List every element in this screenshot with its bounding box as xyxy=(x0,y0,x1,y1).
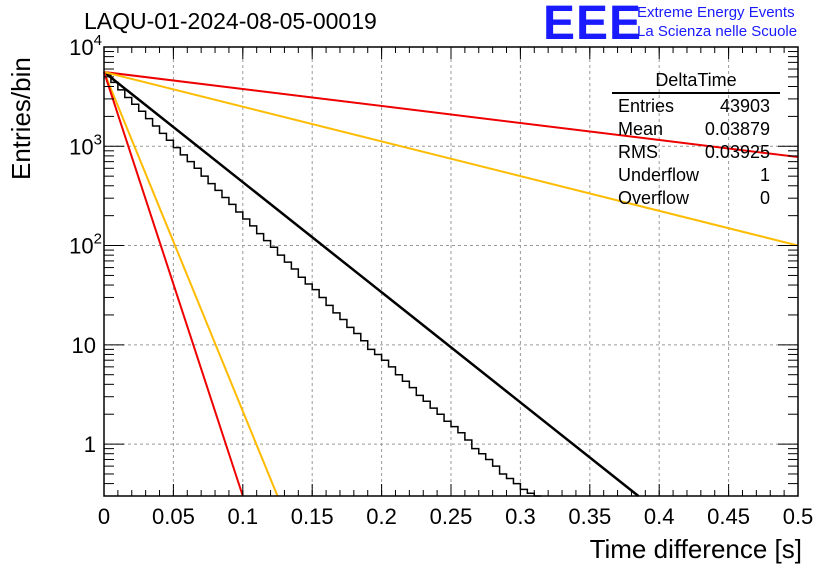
x-axis-label: Time difference [s] xyxy=(589,534,802,564)
fit-curve-1 xyxy=(103,71,799,158)
grid-lines xyxy=(104,47,798,496)
stats-row-overflow: Overflow 0 xyxy=(612,187,780,210)
stats-label: Overflow xyxy=(618,188,690,208)
y-tick-label: 102 xyxy=(69,231,102,259)
eee-logo-text: Extreme Energy Events La Scienza nelle S… xyxy=(637,3,797,41)
y-tick-label: 1 xyxy=(84,432,96,457)
x-tick-label: 0 xyxy=(98,504,110,529)
stats-row-entries: Entries 43903 xyxy=(612,95,780,118)
stats-label: Entries xyxy=(618,96,675,116)
x-tick-label: 0.2 xyxy=(366,504,397,529)
stats-value: 0.03925 xyxy=(704,142,770,162)
y-tick-label: 103 xyxy=(69,131,102,159)
x-tick-label: 0.15 xyxy=(291,504,334,529)
stats-row-rms: RMS 0.03925 xyxy=(612,141,780,164)
x-tick-label: 0.05 xyxy=(152,504,195,529)
stats-box: DeltaTime Entries 43903 Mean 0.03879 RMS 0.… xyxy=(612,70,780,210)
x-tick-label: 0.4 xyxy=(644,504,675,529)
y-axis-label: Entries/bin xyxy=(6,57,36,180)
stats-label: RMS xyxy=(618,142,658,162)
fit-curve-4 xyxy=(103,71,244,497)
stats-row-underflow: Underflow 1 xyxy=(612,164,780,187)
fit-curve-2 xyxy=(103,71,799,247)
logo-line-2: La Scienza nelle Scuole xyxy=(637,23,798,40)
stats-title: DeltaTime xyxy=(612,70,780,94)
histogram-steps xyxy=(104,74,542,497)
x-tick-label: 0.45 xyxy=(707,504,750,529)
eee-logo: EEE xyxy=(543,0,643,50)
x-tick-label: 0.5 xyxy=(783,504,814,529)
stats-row-mean: Mean 0.03879 xyxy=(612,118,780,141)
stats-value: 0 xyxy=(759,188,770,208)
histogram xyxy=(104,74,542,497)
logo-line-1: Extreme Energy Events xyxy=(637,4,795,21)
x-tick-label: 0.3 xyxy=(505,504,536,529)
stats-value: 0.03879 xyxy=(704,119,770,139)
x-tick-label: 0.1 xyxy=(228,504,259,529)
plot-title: LAQU-01-2024-08-05-00019 xyxy=(84,8,377,34)
stats-label: Underflow xyxy=(618,165,700,185)
y-tick-label: 10 xyxy=(72,333,96,358)
fit-curve-0 xyxy=(103,71,640,497)
fit-curve-3 xyxy=(103,71,279,497)
x-tick-label: 0.25 xyxy=(430,504,473,529)
fit-curves xyxy=(103,71,799,497)
x-axis-ticks: 0 0.05 0.1 0.15 0.2 0.25 0.3 0.35 0.4 0.45 0.5 xyxy=(98,47,813,529)
y-tick-label: 104 xyxy=(69,32,102,60)
x-tick-label: 0.35 xyxy=(568,504,611,529)
stats-value: 43903 xyxy=(719,96,770,116)
stats-label: Mean xyxy=(618,119,664,139)
stats-value: 1 xyxy=(759,165,770,185)
